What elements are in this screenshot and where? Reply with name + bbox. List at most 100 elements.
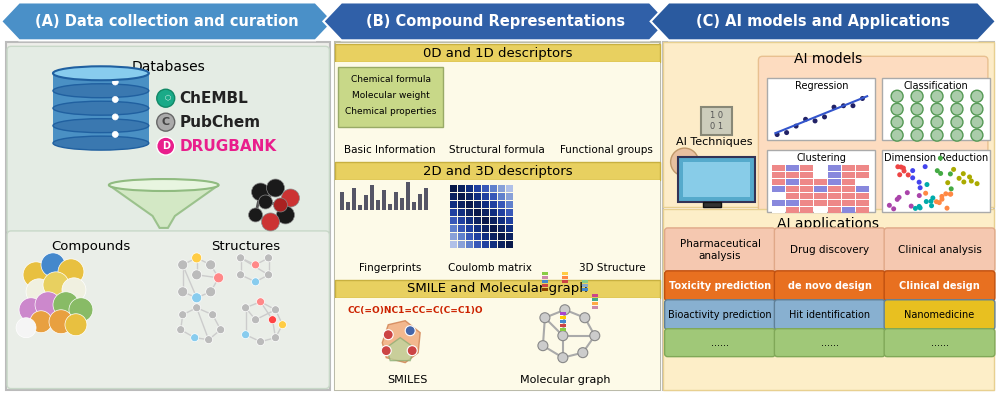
Bar [701, 107, 732, 135]
Circle shape [949, 186, 954, 191]
Text: Structures: Structures [211, 240, 280, 253]
Bar [683, 162, 750, 197]
Text: Nanomedicine: Nanomedicine [904, 310, 975, 320]
Bar [474, 193, 481, 200]
Bar [340, 192, 344, 210]
Bar [772, 193, 785, 199]
Circle shape [278, 321, 286, 329]
Circle shape [911, 90, 923, 102]
Polygon shape [382, 321, 420, 363]
Circle shape [206, 287, 216, 297]
Bar [424, 188, 428, 210]
Circle shape [930, 196, 935, 200]
Circle shape [887, 203, 892, 208]
Circle shape [891, 116, 903, 128]
Bar [506, 209, 513, 216]
Text: Molecular graph: Molecular graph [520, 374, 610, 385]
Bar [814, 186, 827, 192]
Circle shape [891, 206, 896, 211]
Circle shape [937, 200, 942, 205]
Bar [466, 233, 473, 240]
Text: Molecular weight: Molecular weight [352, 91, 430, 100]
Bar [388, 204, 392, 210]
Circle shape [112, 79, 118, 85]
Circle shape [905, 190, 910, 195]
Bar [482, 193, 489, 200]
Bar [458, 225, 465, 232]
Text: 1 0
0 1: 1 0 0 1 [710, 111, 723, 131]
Circle shape [178, 260, 188, 270]
Bar [592, 294, 598, 297]
Circle shape [931, 90, 943, 102]
Bar [814, 193, 827, 199]
Text: Clinical analysis: Clinical analysis [898, 245, 981, 255]
Circle shape [262, 213, 279, 231]
Circle shape [157, 89, 175, 107]
Bar [506, 193, 513, 200]
Text: Structural formula: Structural formula [449, 145, 545, 155]
Text: Chemical formula: Chemical formula [351, 75, 431, 84]
Text: SMILE and Molecular graph: SMILE and Molecular graph [407, 282, 588, 295]
Bar [856, 193, 869, 199]
Bar [800, 179, 813, 185]
Bar [458, 201, 465, 208]
Bar [490, 193, 497, 200]
Circle shape [906, 173, 911, 177]
Bar [542, 280, 548, 283]
FancyBboxPatch shape [665, 228, 775, 272]
Circle shape [971, 116, 983, 128]
Bar [582, 288, 588, 291]
Circle shape [192, 253, 202, 263]
Bar [474, 209, 481, 216]
FancyBboxPatch shape [884, 228, 995, 272]
Bar [450, 193, 457, 200]
Bar [786, 165, 799, 171]
Circle shape [945, 180, 950, 185]
Bar [474, 185, 481, 192]
Bar [466, 201, 473, 208]
Circle shape [252, 316, 260, 324]
Bar [490, 225, 497, 232]
Bar [458, 193, 465, 200]
Circle shape [49, 310, 73, 334]
Circle shape [112, 132, 118, 137]
Circle shape [938, 156, 943, 161]
Bar [800, 186, 813, 192]
Bar [406, 182, 410, 210]
Bar [450, 233, 457, 240]
Circle shape [969, 179, 974, 184]
Bar [828, 200, 841, 206]
Bar [498, 185, 505, 192]
Circle shape [578, 348, 588, 357]
Circle shape [917, 180, 922, 185]
Circle shape [951, 103, 963, 115]
Ellipse shape [53, 118, 149, 133]
Circle shape [934, 199, 939, 204]
Bar [450, 209, 457, 216]
Circle shape [911, 103, 923, 115]
Polygon shape [1, 2, 333, 40]
Text: 2D and 3D descriptors: 2D and 3D descriptors [423, 165, 572, 178]
Text: (A) Data collection and curation: (A) Data collection and curation [35, 14, 299, 29]
Circle shape [909, 203, 914, 209]
Circle shape [157, 137, 175, 155]
Circle shape [895, 197, 900, 202]
Bar [335, 298, 660, 389]
Bar [335, 62, 660, 162]
Bar [842, 193, 855, 199]
Text: CC(=O)NC1=CC=C(C=C1)O: CC(=O)NC1=CC=C(C=C1)O [347, 306, 483, 315]
Circle shape [177, 326, 185, 334]
Text: Functional groups: Functional groups [560, 145, 653, 155]
Circle shape [281, 189, 299, 207]
Circle shape [948, 192, 953, 197]
Bar [394, 192, 398, 210]
Bar [498, 193, 505, 200]
Bar [856, 207, 869, 213]
Circle shape [43, 272, 69, 298]
Circle shape [53, 292, 79, 318]
Bar [474, 241, 481, 248]
Circle shape [918, 205, 923, 211]
Bar [786, 186, 799, 192]
Bar [364, 195, 368, 210]
Circle shape [252, 278, 260, 286]
